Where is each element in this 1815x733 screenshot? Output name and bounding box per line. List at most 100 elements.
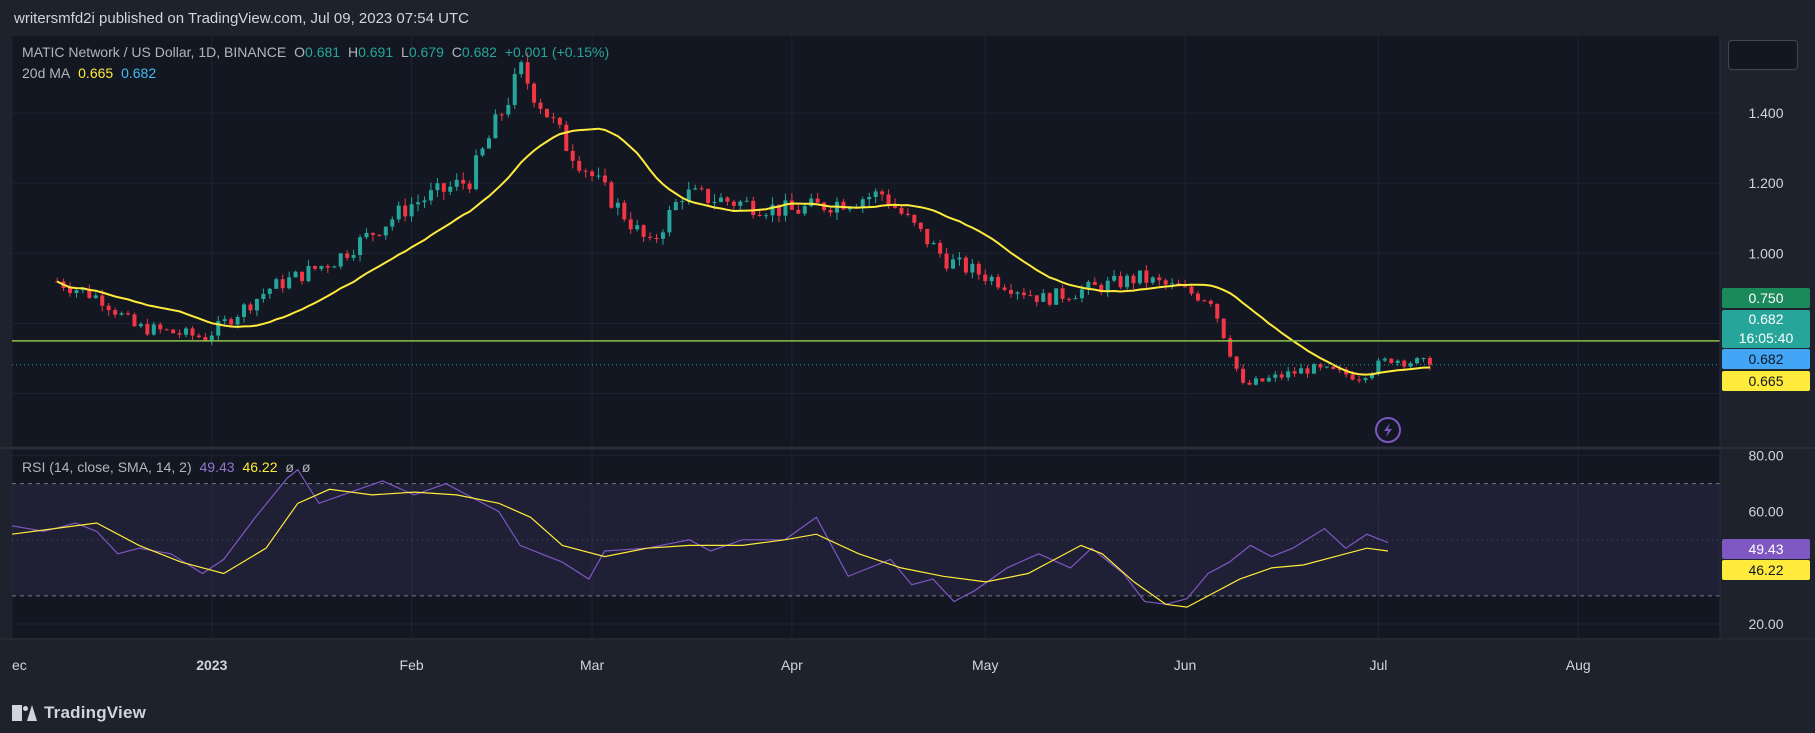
candle — [699, 188, 704, 190]
top-bar: writersmfd2i published on TradingView.co… — [0, 0, 1815, 36]
candle — [158, 324, 163, 330]
candle — [918, 222, 923, 229]
countdown-value: 16:05:40 — [1738, 330, 1794, 346]
candle — [983, 274, 988, 282]
candle — [506, 104, 511, 115]
candle — [1137, 270, 1142, 284]
candle — [93, 295, 98, 298]
candle — [1215, 303, 1220, 319]
candle — [300, 271, 305, 282]
candle — [976, 263, 981, 275]
candle — [74, 290, 79, 293]
chart-corner-box[interactable] — [1728, 40, 1798, 70]
close-label: C — [451, 44, 462, 60]
candle — [860, 199, 865, 207]
candle — [1273, 374, 1278, 378]
candle — [171, 329, 176, 334]
candle — [242, 304, 247, 317]
x-tick-label: Mar — [580, 657, 604, 673]
candle — [893, 205, 898, 208]
x-tick-label: Jun — [1174, 657, 1197, 673]
candle — [1408, 363, 1413, 367]
candle — [306, 265, 311, 282]
candle — [1163, 280, 1168, 285]
candle — [1073, 298, 1078, 300]
candle — [1402, 360, 1407, 367]
candle — [435, 183, 440, 191]
candle — [667, 209, 672, 233]
candle — [287, 277, 292, 289]
candle — [190, 328, 195, 336]
candle — [615, 202, 620, 208]
candle — [248, 304, 253, 311]
candle — [261, 293, 266, 300]
candle — [428, 190, 433, 201]
x-tick-label: 2023 — [196, 657, 227, 673]
candle — [564, 124, 569, 151]
candle — [596, 175, 601, 177]
candle — [1279, 374, 1284, 378]
level-price-tag: 0.750 — [1722, 288, 1810, 308]
change-value: +0.001 (+0.15%) — [504, 44, 610, 60]
candle — [693, 188, 698, 190]
price-pane — [12, 36, 1720, 446]
close-price-tag: 0.682 — [1722, 349, 1810, 369]
candle — [499, 114, 504, 116]
candle — [1054, 288, 1059, 305]
rsi-tick-label: 80.00 — [1748, 448, 1783, 464]
candle — [583, 170, 588, 172]
candle — [512, 74, 517, 105]
candle — [1337, 368, 1342, 370]
candle — [396, 205, 401, 220]
flash-bolt-icon — [1384, 423, 1392, 437]
candle — [1260, 378, 1265, 382]
candle — [789, 200, 794, 210]
candle — [1047, 293, 1052, 305]
candle — [590, 171, 595, 177]
candle — [113, 310, 118, 315]
candle — [441, 183, 446, 192]
candle — [841, 201, 846, 210]
chart-svg[interactable]: ec 2023 Feb Mar Apr May Jun Jul Aug 1.400 1.200 1.0… — [0, 36, 1815, 688]
candle — [1092, 281, 1097, 285]
candle — [706, 188, 711, 204]
rsi-tick-label: 20.00 — [1748, 616, 1783, 632]
candle — [422, 200, 427, 203]
candle — [1009, 289, 1014, 294]
candle — [648, 236, 653, 239]
candle — [970, 263, 975, 273]
y-tick-label: 1.400 — [1748, 105, 1783, 121]
candle — [209, 335, 214, 341]
candle — [1421, 357, 1426, 359]
candle — [725, 197, 730, 202]
candle — [351, 255, 356, 258]
brand-name: TradingView — [44, 703, 147, 722]
candle — [274, 279, 279, 289]
candle — [1299, 368, 1304, 374]
candle — [680, 201, 685, 203]
rsi-ma-price-tag: 46.22 — [1722, 560, 1810, 580]
ma-label: 20d MA — [22, 65, 71, 81]
candle — [1389, 358, 1394, 364]
candle — [280, 279, 285, 289]
low-label: L — [401, 44, 409, 60]
chart-area[interactable]: ec 2023 Feb Mar Apr May Jun Jul Aug 1.400 1.200 1.0… — [0, 36, 1815, 688]
candle — [87, 288, 92, 298]
candle — [867, 197, 872, 200]
candle — [764, 215, 769, 217]
candle — [1241, 368, 1246, 383]
candle — [203, 337, 208, 341]
candle — [454, 179, 459, 187]
y-tick-label: 1.200 — [1748, 175, 1783, 191]
high-label: H — [347, 44, 359, 60]
ma-line — [56, 127, 1431, 376]
candle — [312, 265, 317, 269]
symbol-label: MATIC Network / US Dollar, 1D, BINANCE — [22, 44, 287, 60]
rsi-ma-line — [11, 488, 1389, 608]
x-tick-label: ec — [12, 657, 27, 673]
rsi-ma-value: 46.22 — [242, 459, 278, 475]
open-value: 0.681 — [305, 44, 341, 60]
candle — [358, 237, 363, 256]
candle — [1170, 283, 1175, 285]
candle — [132, 314, 137, 327]
